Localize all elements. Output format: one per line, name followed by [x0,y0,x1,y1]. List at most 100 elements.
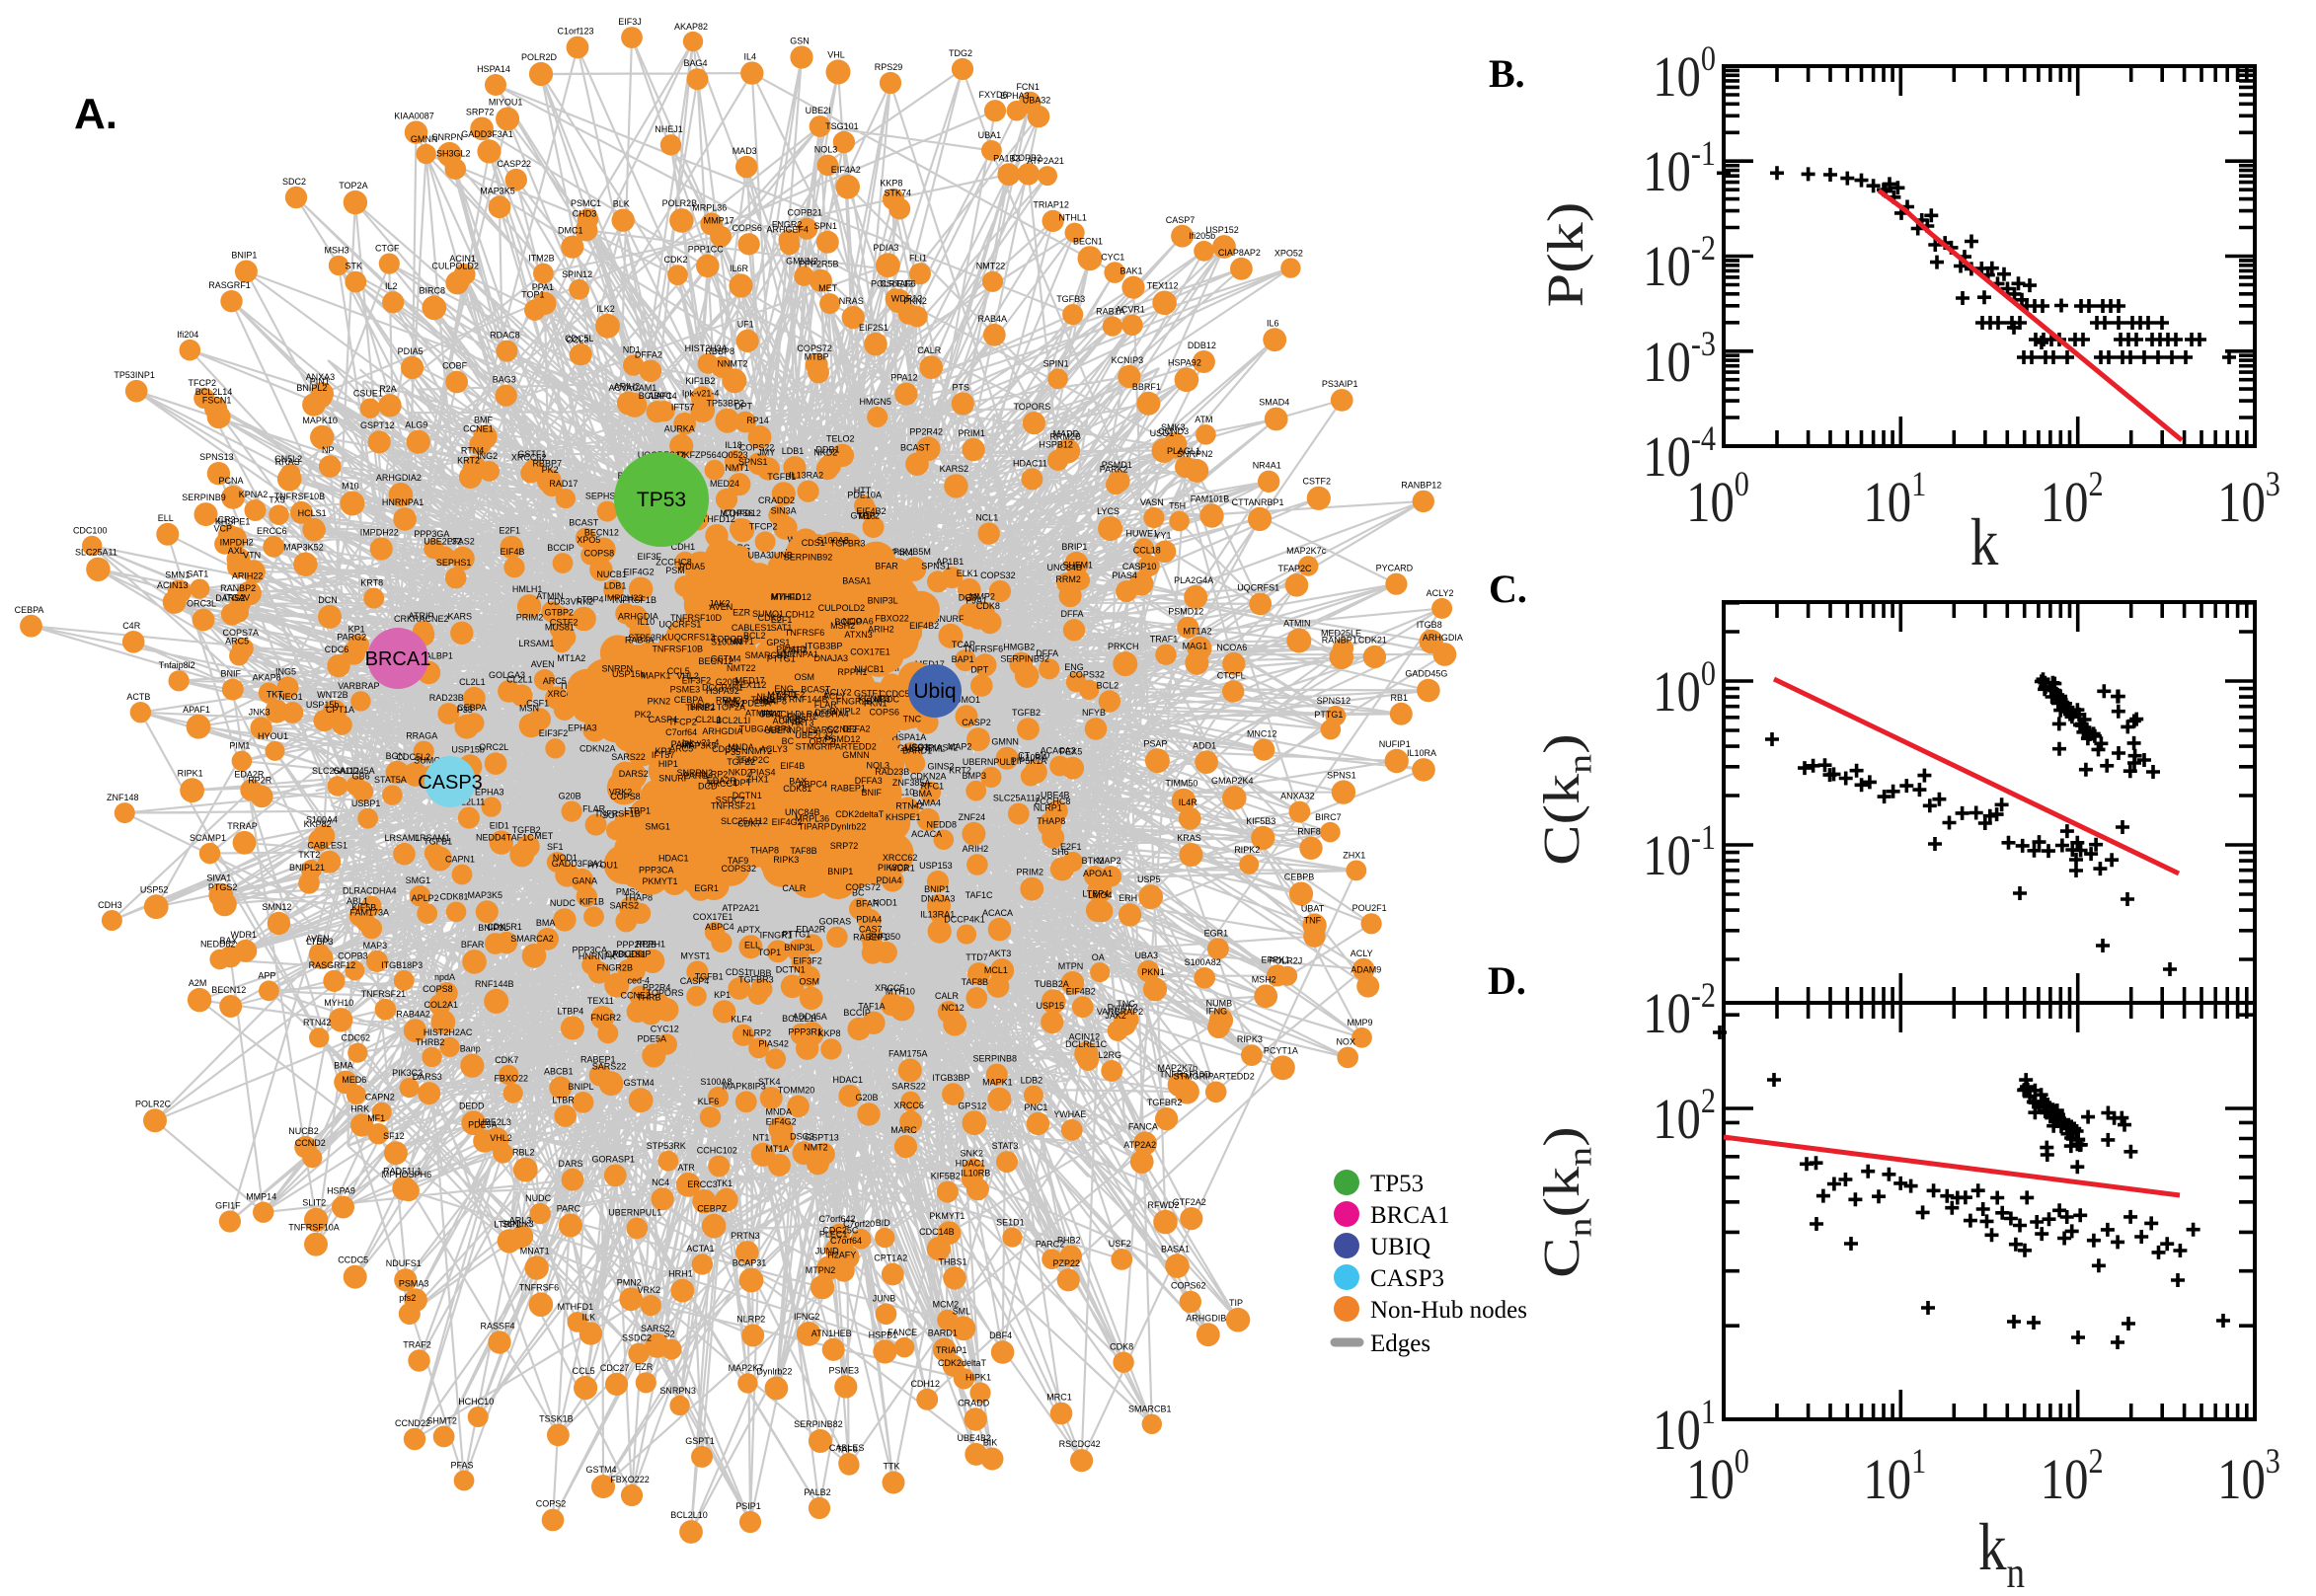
svg-text:PRKCH: PRKCH [1108,642,1139,651]
svg-text:TFCP2: TFCP2 [189,378,217,388]
svg-text:PLAGL1: PLAGL1 [1167,446,1200,456]
svg-text:SPNS1: SPNS1 [1327,771,1356,781]
svg-text:BNIP1: BNIP1 [231,251,257,261]
svg-text:BMF: BMF [474,416,494,425]
svg-text:SUMO1: SUMO1 [414,755,445,765]
svg-text:UBERNPUL1: UBERNPUL1 [963,757,1016,767]
svg-text:KIF1B2: KIF1B2 [685,376,715,386]
svg-text:VTN: VTN [243,550,261,560]
svg-text:CSF1: CSF1 [526,698,549,708]
svg-text:KRT8: KRT8 [360,578,383,588]
svg-text:USP15b: USP15b [612,669,646,679]
svg-text:TEX112: TEX112 [1147,281,1179,291]
svg-text:COPS6: COPS6 [723,508,753,518]
svg-text:SRP72: SRP72 [830,841,859,851]
svg-text:EIF4B: EIF4B [780,761,805,771]
svg-text:TNFRSF1B: TNFRSF1B [610,595,656,605]
svg-text:C7orf64: C7orf64 [665,727,697,737]
svg-text:COPS32: COPS32 [980,570,1016,580]
svg-text:NT1: NT1 [752,1133,769,1143]
svg-text:HRH1: HRH1 [668,1269,693,1279]
svg-text:BLK: BLK [613,199,630,209]
svg-text:GPS12: GPS12 [958,1101,986,1110]
svg-text:IMPDH23: IMPDH23 [604,593,643,603]
svg-text:COBF: COBF [442,361,468,371]
svg-text:CDS1: CDS1 [726,967,749,977]
svg-text:PPP1CC: PPP1CC [688,245,725,255]
svg-text:ACTA1: ACTA1 [686,1244,714,1254]
svg-text:KRAS: KRAS [1177,833,1201,843]
svg-text:PALB2: PALB2 [804,1487,830,1497]
svg-text:ING5: ING5 [275,667,296,677]
svg-text:IL10: IL10 [638,617,656,627]
svg-text:Dynlrb22: Dynlrb22 [756,1367,792,1377]
svg-text:TELO2: TELO2 [826,434,855,444]
svg-text:ARHGDIA2: ARHGDIA2 [376,473,422,483]
svg-text:DLRACDHA4: DLRACDHA4 [795,709,849,719]
svg-text:BARD1: BARD1 [928,1328,958,1337]
svg-text:TRRAP: TRRAP [227,821,258,831]
svg-text:IL13RA2: IL13RA2 [789,471,823,481]
svg-text:DPT: DPT [970,664,989,674]
svg-text:MAPK1: MAPK1 [982,1078,1013,1088]
svg-text:MSH3: MSH3 [324,246,348,256]
svg-text:CL2L1: CL2L1 [506,674,533,684]
svg-text:ACVR1: ACVR1 [1116,305,1145,315]
svg-text:ELL: ELL [744,940,760,950]
svg-text:PDE5A: PDE5A [468,1119,498,1129]
svg-text:RAB4A: RAB4A [625,636,655,646]
svg-text:BCL2: BCL2 [1097,680,1119,690]
svg-text:CASP22: CASP22 [498,159,532,169]
svg-text:MAD3: MAD3 [733,146,757,156]
svg-text:SSDC2: SSDC2 [716,796,745,805]
svg-text:CABLES: CABLES [829,1443,865,1453]
svg-text:CCDC5: CCDC5 [338,1255,368,1265]
svg-text:CAPN1: CAPN1 [445,855,475,865]
svg-text:CCND22: CCND22 [395,1418,430,1428]
svg-text:SERPINB92: SERPINB92 [1000,653,1049,663]
svg-text:PSAP: PSAP [1143,738,1167,748]
svg-text:SPNS1: SPNS1 [921,561,951,570]
svg-text:EIF4G2: EIF4G2 [772,817,803,827]
svg-text:PPP3R1: PPP3R1 [788,1027,822,1037]
svg-text:HRK: HRK [350,1103,369,1113]
svg-text:DFFA: DFFA [814,708,837,718]
svg-text:OSM: OSM [799,977,819,987]
svg-text:SAT1: SAT1 [187,570,208,579]
svg-text:MAP3K5: MAP3K5 [468,890,503,900]
svg-text:DARS3: DARS3 [413,1072,442,1082]
svg-text:RIPK3: RIPK3 [773,855,799,865]
svg-text:SCAMP1: SCAMP1 [190,833,226,843]
svg-text:HSPA9: HSPA9 [327,1186,355,1196]
svg-text:LRSAM1: LRSAM1 [518,639,554,648]
svg-text:COPS8: COPS8 [423,984,453,994]
svg-text:101: 101 [1863,465,1926,534]
svg-text:MAPK10: MAPK10 [302,416,338,425]
svg-text:BNIP3L: BNIP3L [784,943,814,952]
svg-text:PEX5: PEX5 [1059,747,1082,757]
svg-text:PHB2: PHB2 [1057,1235,1081,1245]
svg-text:M10: M10 [858,511,876,521]
svg-text:KIAA0087: KIAA0087 [394,111,434,120]
svg-text:SAT1: SAT1 [771,623,793,633]
svg-text:COX17E1: COX17E1 [693,912,733,922]
svg-text:DFFA: DFFA [1036,648,1058,658]
svg-text:BNIP1: BNIP1 [924,884,950,894]
svg-text:TUBGALBP1: TUBGALBP1 [739,723,792,733]
svg-text:CDKN2A: CDKN2A [910,772,947,782]
svg-text:PPP2R5B: PPP2R5B [799,260,839,269]
svg-text:TGFB1: TGFB1 [695,971,724,981]
svg-text:PPP3GA: PPP3GA [414,529,449,539]
svg-text:CSTF2: CSTF2 [550,618,579,628]
svg-text:NCL1: NCL1 [975,512,998,522]
svg-text:MNDA: MNDA [766,1106,793,1116]
svg-text:FXYD6: FXYD6 [978,90,1007,100]
svg-text:BMA: BMA [913,789,933,798]
svg-text:SNRPN: SNRPN [432,132,464,142]
svg-text:SMAD4: SMAD4 [1259,398,1289,408]
svg-text:NKD2: NKD2 [813,447,837,457]
svg-text:PIK3C2: PIK3C2 [392,1068,423,1078]
svg-text:TP53BP2: TP53BP2 [707,399,745,409]
svg-text:TRAF1: TRAF1 [1150,635,1179,645]
svg-text:ANXA32: ANXA32 [1280,792,1315,801]
